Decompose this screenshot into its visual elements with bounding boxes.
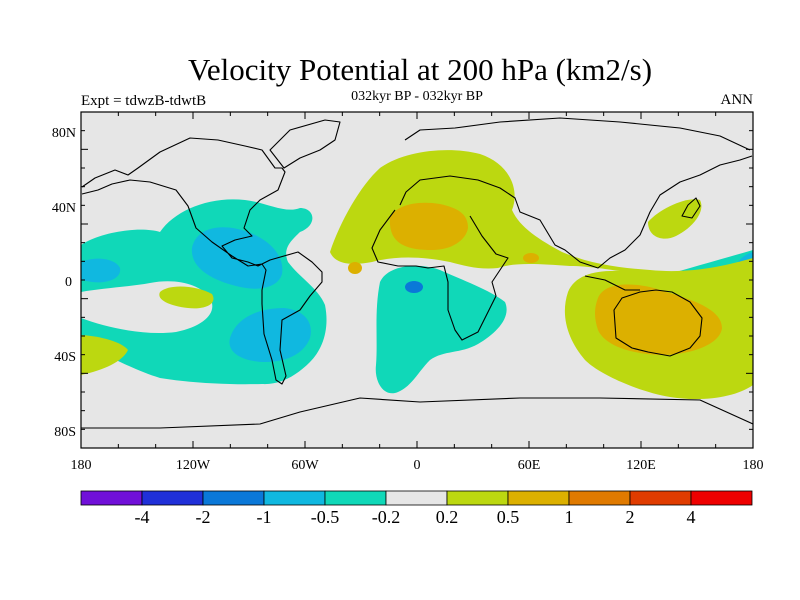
colorbar-swatch xyxy=(202,490,265,506)
colorbar-label: -0.5 xyxy=(311,507,340,527)
season-label: ANN xyxy=(720,92,754,108)
negative-anomaly-core-central-america xyxy=(191,227,283,289)
lon-tick-label: 60W xyxy=(291,458,319,473)
positive-anomaly-core-sahara xyxy=(389,202,468,250)
positive-anomaly-central-pacific xyxy=(159,286,214,309)
lat-tick-label: 0 xyxy=(65,275,72,290)
negative-anomaly-core-south-america xyxy=(229,308,311,362)
lon-tick-label: 120E xyxy=(626,458,656,473)
lon-tick-label: 120W xyxy=(176,458,211,473)
colorbar-label: 0.5 xyxy=(497,507,520,527)
colorbar-swatch xyxy=(629,490,692,506)
chart-title: Velocity Potential at 200 hPa (km2/s) xyxy=(187,52,653,87)
colorbar-swatch xyxy=(141,490,204,506)
lat-tick-label: 80S xyxy=(54,425,76,440)
lon-tick-label: 180 xyxy=(71,458,92,473)
colorbar-swatch xyxy=(507,490,570,506)
colorbar-label: 0.2 xyxy=(436,507,459,527)
negative-anomaly-africa xyxy=(375,265,507,394)
experiment-label: Expt = tdwzB-tdwtB xyxy=(81,93,207,109)
colorbar xyxy=(80,490,753,506)
lat-tick-label: 40N xyxy=(52,201,76,216)
colorbar-label: 1 xyxy=(565,507,574,527)
colorbar-swatch xyxy=(263,490,326,506)
positive-anomaly-japan xyxy=(648,199,702,239)
positive-anomaly-core-atlantic xyxy=(348,262,362,274)
colorbar-swatch xyxy=(80,490,143,506)
axis-ticks xyxy=(80,111,754,449)
colorbar-label: 2 xyxy=(626,507,635,527)
negative-anomaly-core-pacific xyxy=(81,258,121,283)
colorbar-label: -4 xyxy=(135,507,150,527)
period-label: 032kyr BP - 032kyr BP xyxy=(351,89,483,104)
lon-tick-label: 180 xyxy=(743,458,764,473)
colorbar-swatch xyxy=(568,490,631,506)
coastlines xyxy=(81,117,753,429)
positive-anomaly-south-pacific xyxy=(81,335,128,375)
lon-tick-label: 0 xyxy=(414,458,421,473)
colorbar-swatch xyxy=(385,490,448,506)
lon-tick-label: 60E xyxy=(518,458,541,473)
colorbar-label: -2 xyxy=(196,507,211,527)
negative-anomaly-core-congo xyxy=(405,281,423,293)
lat-tick-label: 40S xyxy=(54,350,76,365)
positive-anomaly-core-arabian-sea xyxy=(523,253,539,263)
colorbar-label: -0.2 xyxy=(372,507,401,527)
colorbar-swatch xyxy=(324,490,387,506)
colorbar-swatch xyxy=(690,490,753,506)
colorbar-swatch xyxy=(446,490,509,506)
lat-tick-label: 80N xyxy=(52,126,76,141)
colorbar-label: 4 xyxy=(687,507,696,527)
colorbar-label: -1 xyxy=(257,507,272,527)
